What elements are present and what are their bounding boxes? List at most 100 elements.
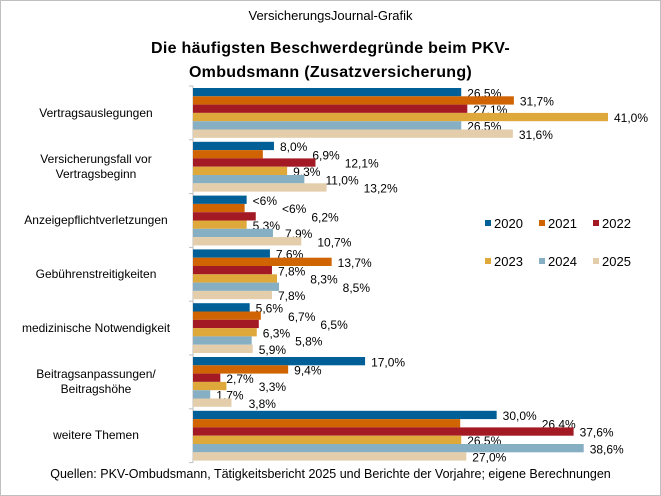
legend-label: 2024: [548, 254, 577, 269]
category-label: Versicherungsfall vor Vertragsbeginn: [1, 152, 191, 182]
category-label-line: weitere Themen: [53, 428, 139, 443]
data-label: 17,0%: [371, 355, 405, 369]
bar-2023: [193, 328, 257, 337]
data-label: 13,7%: [338, 256, 372, 270]
category-label-line: Vertragsbeginn: [55, 166, 137, 181]
bar-2022: [193, 212, 256, 221]
bar-2024: [193, 282, 280, 291]
data-label: <6%: [253, 194, 278, 208]
bar-2024: [193, 121, 462, 130]
data-label: 7,8%: [278, 289, 306, 303]
bar-2021: [193, 150, 263, 159]
data-label: 27,0%: [472, 451, 506, 465]
bar-2023: [193, 112, 608, 122]
data-label: 31,6%: [519, 128, 553, 142]
legend-label: 2021: [548, 216, 577, 231]
category-label: weitere Themen: [1, 428, 191, 443]
bar-2025: [193, 290, 272, 300]
data-label: 38,6%: [590, 442, 624, 456]
bar-2025: [193, 344, 253, 353]
data-label: 3,3%: [259, 380, 287, 394]
data-label: 5,6%: [256, 302, 284, 316]
legend-swatch-2021: [539, 220, 545, 226]
legend-label: 2023: [494, 254, 523, 269]
data-label: 6,3%: [263, 326, 291, 340]
category-label-line: Gebührenstreitigkeiten: [35, 266, 157, 281]
bar-2024: [193, 175, 305, 184]
bar-2020: [193, 141, 274, 151]
bar-2025: [193, 398, 232, 407]
data-label: 13,2%: [364, 182, 398, 196]
chart-title-line2: Ombudsmann (Zusatzversicherung): [188, 64, 473, 81]
data-label: 6,9%: [312, 148, 340, 162]
category-label: medizinische Notwendigkeit: [1, 321, 191, 336]
bar-2022: [193, 104, 468, 113]
legend-swatch-2025: [593, 258, 599, 264]
bar-2021: [193, 419, 461, 428]
legend-swatch-2023: [485, 258, 491, 264]
category-label-line: Versicherungsfall vor: [40, 151, 152, 166]
bar-2020: [193, 410, 497, 420]
category-label: Gebührenstreitigkeiten: [1, 267, 191, 282]
data-label: 8,5%: [343, 281, 371, 295]
legend-swatch-2022: [593, 220, 599, 226]
category-label: Beitragsanpassungen/Beitragshöhe: [1, 367, 191, 397]
data-label: 31,7%: [520, 95, 554, 109]
category-label-line: Beitragshöhe: [60, 382, 132, 396]
bar-2022: [193, 373, 221, 382]
bar-2020: [193, 303, 250, 312]
category-label-line: Beitragsanpassungen/: [36, 367, 156, 381]
bar-2025: [193, 129, 513, 138]
legend-label: 2022: [602, 216, 631, 231]
brand-label: VersicherungsJournal-Grafik: [248, 8, 413, 23]
bar-2025: [193, 183, 327, 192]
category-label-line: Anzeigepflichtverletzungen: [24, 213, 168, 228]
bar-2020: [193, 357, 366, 366]
bar-2025: [193, 452, 467, 461]
bar-2024: [193, 228, 273, 238]
data-label: 5,9%: [259, 343, 287, 357]
chart-title: Die häufigsten Beschwerdegründe beim PKV…: [1, 37, 660, 85]
bar-2022: [193, 158, 316, 167]
bar-2021: [193, 311, 261, 320]
bar-2021: [193, 257, 332, 266]
chart-title-line1: Die häufigsten Beschwerdegründe beim PKV…: [150, 40, 511, 57]
bar-2023: [193, 220, 247, 229]
bar-2023: [193, 381, 227, 391]
bar-2020: [193, 88, 462, 97]
bar-2024: [193, 444, 584, 453]
data-label: 37,6%: [580, 426, 614, 440]
source-note: Quellen: PKV-Ombudsmann, Tätigkeitsberic…: [50, 467, 611, 481]
data-label: 11,0%: [325, 173, 358, 187]
data-label: 30,0%: [503, 409, 537, 423]
data-label: 6,7%: [288, 310, 316, 324]
bar-2022: [193, 427, 574, 436]
bar-2023: [193, 166, 288, 175]
data-label: 12,1%: [345, 157, 379, 171]
legend-label: 2020: [494, 216, 523, 231]
bar-2020: [193, 195, 247, 204]
category-label: Vertragsauslegungen: [1, 106, 191, 121]
bar-2021: [193, 203, 245, 213]
category-label: Anzeigepflichtverletzungen: [1, 213, 191, 228]
category-label-line: Vertragsauslegungen: [39, 105, 153, 120]
data-label: 5,8%: [295, 335, 323, 349]
bar-2021: [193, 96, 514, 105]
data-label: 3,8%: [249, 397, 277, 411]
data-label: 10,7%: [317, 235, 351, 249]
legend-swatch-2024: [539, 258, 545, 264]
bar-2023: [193, 274, 278, 283]
legend-label: 2025: [602, 254, 631, 269]
category-label-line: medizinische Notwendigkeit: [21, 320, 171, 335]
legend-swatch-2020: [485, 220, 491, 226]
data-label: 2,7%: [226, 372, 254, 386]
data-label: <6%: [282, 202, 307, 216]
data-label: 6,2%: [311, 211, 339, 225]
bar-2021: [193, 365, 289, 374]
data-label: 6,5%: [320, 318, 348, 332]
bar-2024: [193, 336, 252, 345]
bar-2024: [193, 390, 211, 399]
data-label: 41,0%: [614, 111, 648, 125]
